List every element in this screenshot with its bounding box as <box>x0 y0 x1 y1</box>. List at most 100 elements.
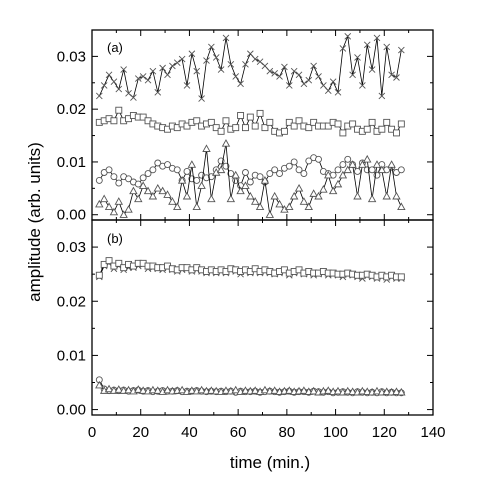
panel-a-point-triangle <box>324 170 333 179</box>
panel-a-point-x <box>208 43 215 51</box>
panel-a-point-triangle <box>221 139 231 147</box>
panel-b-point-triangle <box>372 386 382 395</box>
panel-a-series-line-x <box>98 34 402 99</box>
panel-b-point-square <box>115 259 123 267</box>
panel-a-point-circle <box>290 158 298 166</box>
panel-a-point-circle <box>285 162 293 170</box>
panel-a-point-triangle <box>114 197 124 205</box>
panel-a-point-triangle <box>265 210 275 218</box>
panel-a-point-square <box>285 118 293 126</box>
panel-a-point-circle <box>164 161 171 169</box>
panel-a-point-triangle <box>363 154 372 163</box>
panel-a-point-square <box>388 125 396 133</box>
panel-a-point-x <box>329 78 337 86</box>
x-tick-label: 0 <box>88 424 96 441</box>
panel-b-point-triangle <box>95 380 104 389</box>
panel-a-point-x <box>237 80 244 88</box>
panel-a-point-triangle <box>207 194 216 203</box>
panel-a-point-x <box>398 46 405 54</box>
panel-b-point-triangle <box>134 385 143 393</box>
panel-a-point-triangle <box>304 202 313 211</box>
panel-a-point-x <box>310 62 317 70</box>
panel-b-point-triangle <box>104 384 114 393</box>
panel-a-point-triangle <box>104 202 114 211</box>
panel-a-point-square <box>110 117 118 125</box>
panel-a-series-square <box>95 106 405 137</box>
panel-a-point-square <box>295 117 303 125</box>
panel-a-series-x <box>95 33 405 102</box>
panel-b-y-tick-label: 0.03 <box>57 239 86 256</box>
panel-b: (b) 0.00 0.01 0.02 0.03 <box>57 219 434 419</box>
panel-a-point-triangle <box>348 160 357 168</box>
panel-a-point-x <box>227 60 235 68</box>
panel-a-point-triangle <box>241 181 250 189</box>
panel-a-point-square <box>139 113 147 121</box>
x-tick-label: 100 <box>323 424 348 441</box>
panel-b-series-triangle <box>95 380 406 396</box>
panel-a-point-triangle <box>333 179 343 188</box>
panel-b-point-triangle <box>241 386 250 394</box>
panel-a-point-square <box>173 124 181 132</box>
panel-a-point-x <box>261 62 269 70</box>
panel-a-point-triangle <box>367 194 377 203</box>
panel-a: (a) 0.00 0.01 0.02 0.03 <box>57 29 434 224</box>
panel-a-point-circle <box>300 170 308 178</box>
panel-a-point-x <box>173 59 181 67</box>
panel-b-y-tick-label: 0.02 <box>57 293 86 310</box>
panel-a-point-triangle <box>314 191 323 200</box>
panel-a-point-x <box>383 43 391 51</box>
panel-a-point-square <box>393 129 400 137</box>
panel-b-label: (b) <box>107 231 123 246</box>
panel-b-point-square <box>397 273 405 281</box>
panel-a-point-x <box>222 34 230 42</box>
panel-a-point-x <box>183 82 191 89</box>
panel-b-point-triangle <box>363 387 372 395</box>
panel-a-point-circle <box>276 170 283 178</box>
panel-b-point-triangle <box>270 386 279 394</box>
panel-a-point-x <box>125 90 132 97</box>
panel-b-point-triangle <box>231 385 240 394</box>
x-tick-label: 120 <box>372 424 397 441</box>
panel-a-point-square <box>397 120 405 128</box>
panel-a-point-x <box>305 76 313 84</box>
panel-a-point-triangle <box>119 210 128 218</box>
panel-a-point-x <box>100 82 108 89</box>
panel-a-point-x <box>212 54 220 61</box>
panel-b-point-triangle <box>124 385 133 394</box>
panel-a-point-x <box>242 60 249 68</box>
panel-a-point-triangle <box>236 186 245 195</box>
panel-a-point-circle <box>305 157 313 165</box>
panel-a-point-x <box>388 71 395 79</box>
panel-a-point-triangle <box>231 170 240 179</box>
panel-a-point-triangle <box>109 207 119 216</box>
panel-a-point-triangle <box>343 165 352 174</box>
panel-b-point-triangle <box>250 386 260 394</box>
panel-b-point-triangle <box>114 385 124 393</box>
panel-b-point-triangle <box>309 386 318 395</box>
panel-a-point-square <box>232 124 240 132</box>
panel-a-point-x <box>256 58 264 65</box>
x-tick-labels: 0 20 40 60 80 100 120 140 <box>88 424 446 441</box>
panel-a-point-square <box>280 127 288 135</box>
panel-b-point-triangle <box>207 386 216 394</box>
panel-a-point-x <box>300 80 308 88</box>
panel-a-point-x <box>154 88 162 96</box>
panel-a-point-circle <box>397 166 405 174</box>
panel-a-point-x <box>232 73 240 80</box>
x-axis-title: time (min.) <box>230 453 310 472</box>
panel-b-frame <box>91 219 434 416</box>
panel-a-point-square <box>193 117 201 125</box>
panel-a-point-circle <box>105 166 113 174</box>
panel-b-series <box>95 257 406 397</box>
panel-a-point-circle <box>344 155 352 163</box>
panel-a-point-x <box>285 82 293 89</box>
panel-a-point-x <box>339 45 347 52</box>
panel-a-point-square <box>310 118 318 126</box>
panel-a-ticks <box>91 30 434 220</box>
panel-a-point-x <box>290 67 298 75</box>
panel-a-point-square <box>183 122 191 130</box>
panel-a-point-circle <box>110 173 118 181</box>
panel-b-point-triangle <box>163 385 172 394</box>
panel-a-point-x <box>315 73 322 80</box>
